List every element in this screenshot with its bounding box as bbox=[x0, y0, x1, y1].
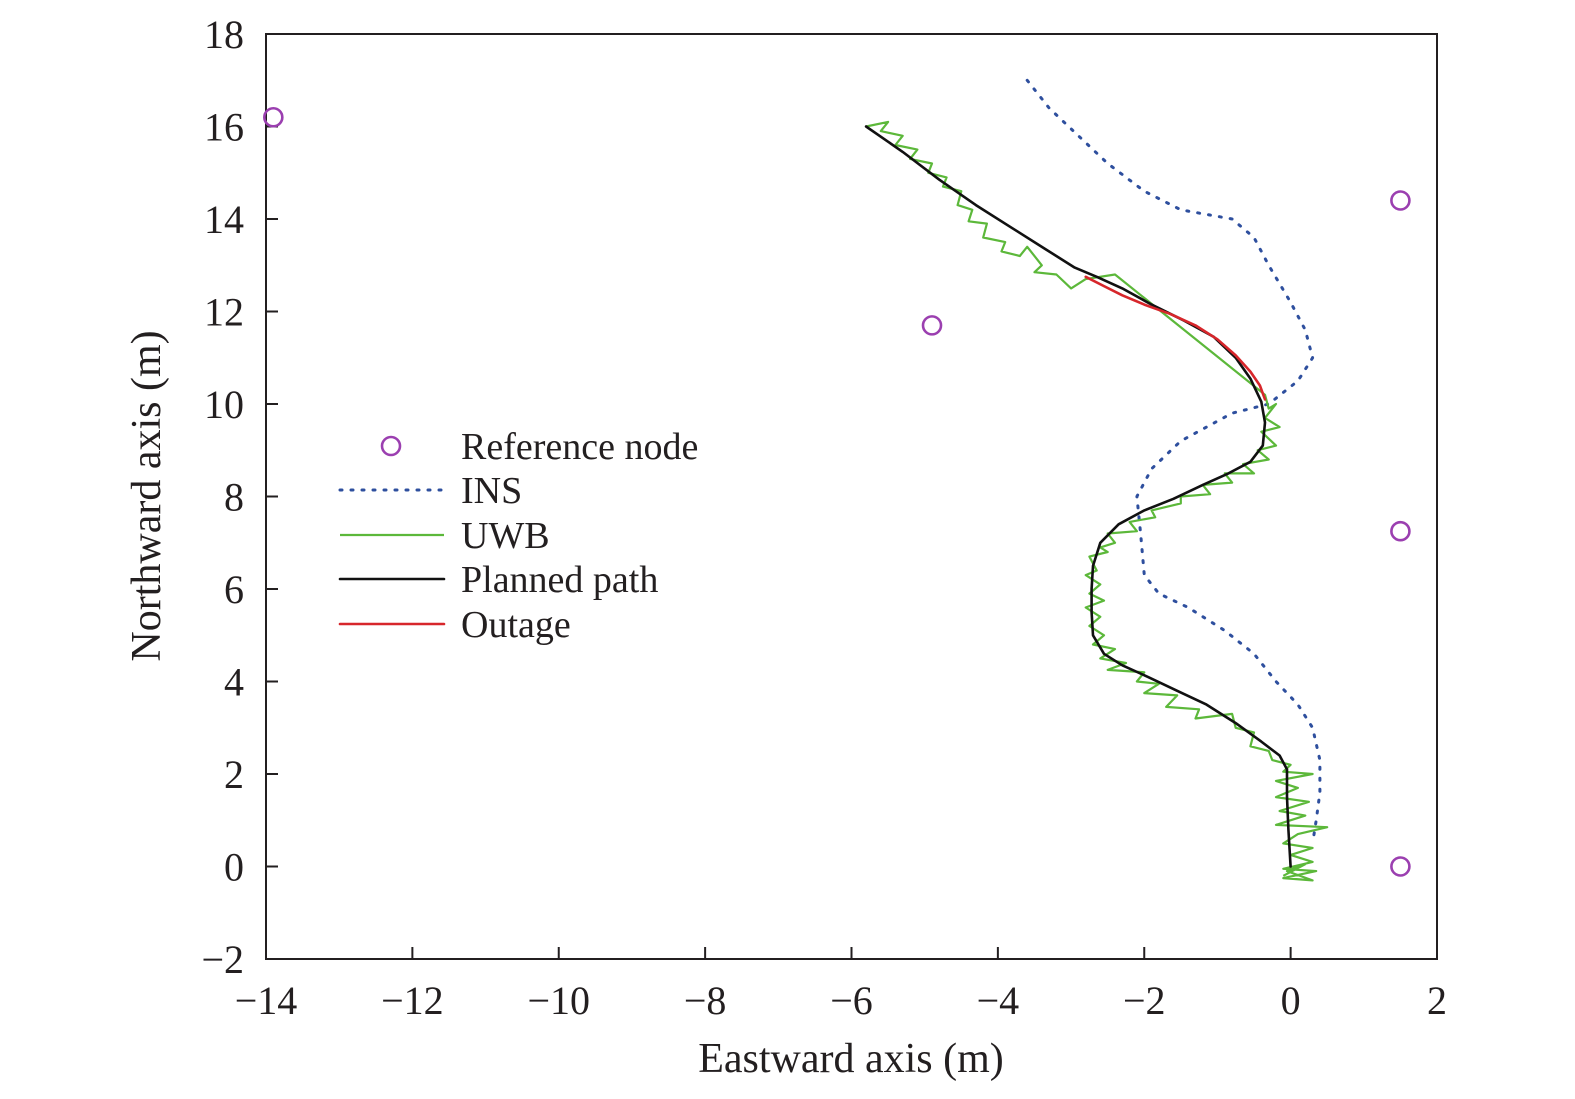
legend-swatch-reference-node bbox=[380, 435, 402, 457]
x-tick-label: −14 bbox=[235, 978, 298, 1023]
legend-label-outage: Outage bbox=[461, 604, 571, 646]
legend-label-reference-node: Reference node bbox=[461, 426, 698, 468]
y-tick-label: 2 bbox=[224, 752, 244, 797]
x-tick-label: −6 bbox=[830, 978, 873, 1023]
x-tick-label: −4 bbox=[977, 978, 1020, 1023]
y-tick-label: 8 bbox=[224, 475, 244, 520]
x-tick-label: −12 bbox=[381, 978, 444, 1023]
x-tick-label: 0 bbox=[1281, 978, 1301, 1023]
y-axis-label: Northward axis (m) bbox=[124, 330, 170, 661]
outage-line bbox=[1084, 275, 1267, 401]
series-layer bbox=[263, 78, 1411, 882]
x-tick-label: −8 bbox=[684, 978, 727, 1023]
x-axis-label: Eastward axis (m) bbox=[698, 1036, 1004, 1082]
y-tick-label: 18 bbox=[204, 12, 244, 57]
reference-node-marker bbox=[1390, 856, 1411, 877]
ins-line bbox=[1025, 78, 1322, 845]
legend-label-uwb: UWB bbox=[461, 515, 550, 557]
ticks: −14 −12 −10 −8 −6 −4 −2 0 2 −2 0 2 4 6 8 10 12 14 16 18 bbox=[201, 12, 1447, 1023]
x-tick-label: −2 bbox=[1123, 978, 1166, 1023]
y-tick-label: −2 bbox=[201, 937, 244, 982]
x-tick-label: 2 bbox=[1427, 978, 1447, 1023]
uwb-line bbox=[865, 120, 1329, 882]
y-tick-label: 10 bbox=[204, 382, 244, 427]
y-tick-label: 14 bbox=[204, 197, 244, 242]
y-tick-label: 4 bbox=[224, 660, 244, 705]
reference-node-marker bbox=[1390, 520, 1411, 542]
y-tick-label: 6 bbox=[224, 567, 244, 612]
x-tick-label: −10 bbox=[527, 978, 590, 1023]
legend-label-ins: INS bbox=[461, 470, 522, 512]
planned-path-line bbox=[864, 125, 1292, 868]
reference-node-marker bbox=[263, 106, 284, 128]
plot-frame bbox=[265, 33, 1438, 960]
reference-node-marker bbox=[1390, 190, 1411, 211]
legend-label-planned-path: Planned path bbox=[461, 559, 658, 601]
y-tick-label: 12 bbox=[204, 290, 244, 335]
reference-node-marker bbox=[921, 315, 943, 336]
y-tick-label: 16 bbox=[204, 105, 244, 150]
y-tick-label: 0 bbox=[224, 845, 244, 890]
